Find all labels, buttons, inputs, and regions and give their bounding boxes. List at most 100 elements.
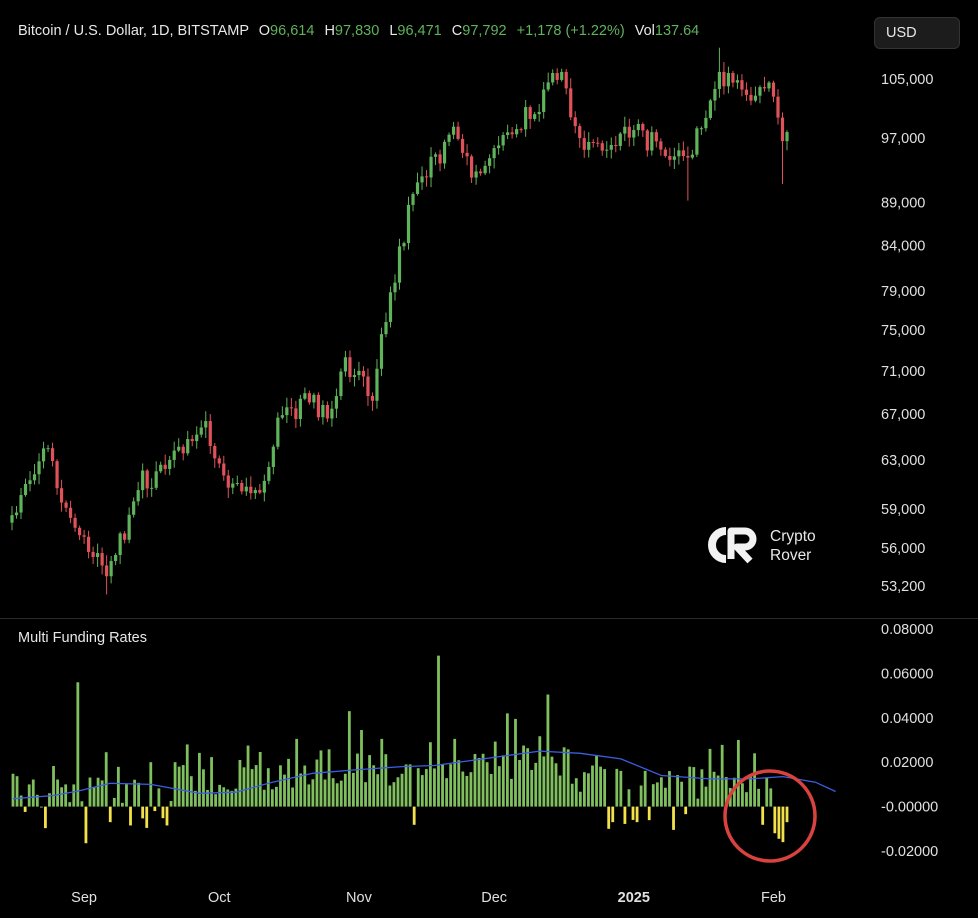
funding-bar bbox=[335, 783, 339, 807]
candle-body bbox=[460, 138, 465, 153]
indicator-title: Multi Funding Rates bbox=[18, 630, 147, 646]
funding-bar bbox=[27, 784, 31, 807]
candle bbox=[105, 555, 109, 595]
candle-body bbox=[506, 132, 510, 136]
currency-button[interactable]: USD bbox=[874, 17, 960, 49]
candle bbox=[677, 142, 681, 165]
funding-bar bbox=[639, 785, 643, 807]
funding-bar bbox=[453, 738, 457, 807]
funding-bar bbox=[258, 751, 262, 807]
candle-body bbox=[555, 73, 559, 80]
candle bbox=[731, 70, 735, 88]
candle-body bbox=[699, 128, 703, 130]
funding-bar bbox=[15, 776, 19, 807]
candle bbox=[14, 505, 19, 519]
candle-body bbox=[10, 515, 14, 523]
funding-bar bbox=[356, 753, 359, 807]
time-tick-label: Sep bbox=[71, 890, 97, 906]
funding-bar bbox=[351, 772, 355, 807]
candle-body bbox=[348, 357, 352, 378]
candle-body bbox=[551, 73, 555, 83]
candle bbox=[546, 72, 550, 92]
candle bbox=[415, 172, 420, 196]
funding-bar bbox=[218, 784, 222, 807]
candle bbox=[46, 444, 50, 453]
funding-bar bbox=[651, 784, 655, 807]
funding-bar bbox=[761, 806, 765, 825]
candle-body bbox=[195, 434, 199, 442]
funding-bar bbox=[647, 806, 651, 821]
funding-bar bbox=[655, 782, 659, 807]
candle bbox=[77, 525, 82, 541]
price-candles[interactable] bbox=[10, 47, 789, 595]
candle-body bbox=[316, 394, 320, 418]
funding-bar bbox=[116, 766, 120, 807]
candle bbox=[420, 166, 424, 190]
candle bbox=[686, 146, 690, 201]
candle-body bbox=[438, 154, 442, 164]
price-axis[interactable]: 105,000 97,000 89,000 84,000 79,000 75,000 71,… bbox=[881, 72, 933, 595]
funding-bar bbox=[173, 762, 177, 807]
candle-body bbox=[50, 448, 55, 462]
candle-body bbox=[397, 246, 402, 283]
funding-bar bbox=[684, 806, 688, 815]
candle bbox=[397, 238, 402, 290]
candle-body bbox=[402, 243, 406, 247]
candle bbox=[636, 119, 640, 137]
candle bbox=[366, 368, 370, 406]
candle bbox=[704, 110, 708, 132]
funding-bar bbox=[720, 744, 724, 807]
funding-bar bbox=[56, 779, 59, 807]
candle-body bbox=[46, 448, 50, 450]
time-axis[interactable]: Sep Oct Nov Dec 2025 Feb bbox=[71, 890, 786, 906]
candle-body bbox=[483, 165, 487, 174]
funding-axis[interactable]: 0.08000 0.06000 0.04000 0.02000 -0.00000 -0.0… bbox=[881, 622, 938, 860]
candle bbox=[32, 464, 37, 485]
funding-bar bbox=[161, 806, 165, 819]
candle-body bbox=[497, 145, 501, 149]
funding-bar bbox=[736, 740, 740, 807]
funding-bar bbox=[242, 767, 246, 807]
candle bbox=[96, 543, 100, 568]
close-value: 97,792 bbox=[462, 23, 507, 39]
candle-body bbox=[474, 171, 478, 178]
candle bbox=[479, 168, 483, 176]
candle bbox=[339, 368, 343, 401]
candle-body bbox=[722, 71, 726, 87]
price-tick-label: 75,000 bbox=[881, 323, 925, 339]
change-value: +1,178 (+1.22%) bbox=[516, 23, 625, 39]
candle-body bbox=[767, 82, 771, 89]
candle-body bbox=[86, 536, 91, 552]
candle bbox=[663, 147, 667, 158]
candle bbox=[451, 121, 456, 140]
funding-bar bbox=[323, 779, 327, 807]
price-tick-label: 67,000 bbox=[881, 407, 925, 423]
candle-body bbox=[645, 130, 649, 151]
candle-body bbox=[609, 144, 613, 150]
candle-body bbox=[23, 483, 28, 496]
candle bbox=[438, 149, 442, 172]
candle bbox=[384, 312, 388, 338]
candle-body bbox=[303, 393, 307, 399]
candle-body bbox=[267, 467, 271, 481]
funding-bar bbox=[360, 730, 363, 807]
watermark-text: Crypto Rover bbox=[770, 527, 816, 565]
funding-bar bbox=[230, 790, 234, 807]
funding-bar bbox=[279, 765, 282, 807]
candle bbox=[303, 387, 307, 401]
candle-body bbox=[442, 141, 447, 164]
funding-bar bbox=[420, 775, 424, 807]
candle bbox=[690, 149, 694, 160]
candle bbox=[379, 327, 384, 377]
funding-bar bbox=[319, 750, 323, 807]
candle bbox=[136, 481, 140, 506]
funding-bar bbox=[611, 806, 615, 823]
funding-bar bbox=[96, 777, 100, 807]
funding-bar bbox=[84, 806, 88, 844]
candle-body bbox=[141, 470, 145, 491]
candle bbox=[605, 141, 609, 158]
candle bbox=[370, 392, 375, 411]
candle bbox=[41, 441, 46, 469]
funding-bar bbox=[578, 791, 582, 807]
